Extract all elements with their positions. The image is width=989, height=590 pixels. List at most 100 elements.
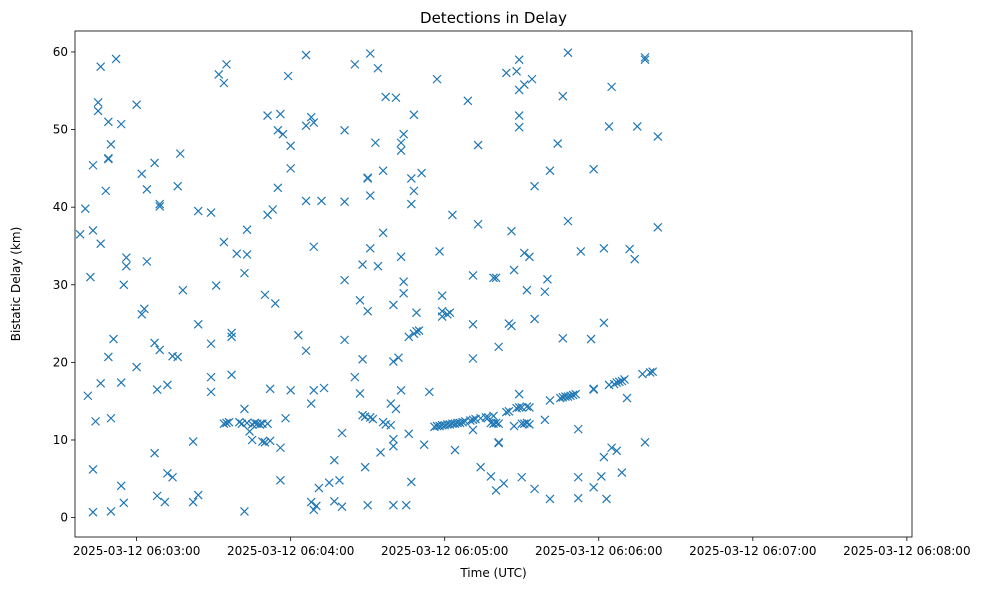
data-point: [540, 287, 550, 297]
data-point: [391, 93, 401, 103]
data-point: [589, 164, 599, 174]
data-point: [286, 141, 296, 151]
data-point: [468, 415, 478, 425]
data-point: [263, 419, 272, 429]
data-point: [489, 273, 498, 283]
data-point: [358, 354, 367, 364]
data-point: [103, 154, 113, 164]
data-point: [93, 106, 103, 116]
data-point: [91, 416, 100, 426]
data-point: [227, 328, 237, 338]
data-point: [116, 119, 126, 129]
data-point: [309, 118, 319, 128]
data-point: [473, 219, 483, 229]
y-tick-label: 20: [53, 355, 68, 369]
data-point: [358, 410, 367, 420]
data-point: [80, 204, 90, 214]
data-point: [178, 285, 188, 295]
data-point: [530, 314, 540, 324]
data-point: [270, 298, 280, 308]
x-axis-label: Time (UTC): [459, 566, 526, 580]
data-point: [324, 478, 334, 488]
y-tick-label: 0: [60, 511, 68, 525]
data-point: [404, 332, 414, 342]
data-point: [468, 271, 478, 280]
data-point: [437, 312, 447, 322]
x-tick-label: 2025-03-12 06:08:00: [843, 544, 970, 558]
data-point: [509, 421, 519, 431]
data-point: [317, 196, 326, 206]
data-point: [116, 481, 126, 491]
data-point: [396, 252, 406, 262]
data-point: [404, 429, 414, 439]
data-point: [265, 384, 275, 394]
data-point: [365, 191, 375, 200]
data-point: [293, 330, 303, 340]
data-point: [142, 257, 152, 266]
data-point: [255, 420, 265, 429]
data-point: [394, 353, 403, 363]
data-point: [335, 475, 344, 485]
data-point: [545, 494, 555, 504]
data-point: [617, 468, 627, 478]
data-point: [558, 91, 568, 101]
data-point: [309, 242, 319, 252]
data-point: [522, 402, 532, 412]
data-point: [645, 368, 655, 377]
data-point: [519, 248, 529, 258]
data-point: [612, 378, 622, 387]
data-point: [275, 475, 285, 485]
data-point: [458, 417, 468, 427]
x-tick-label: 2025-03-12 06:04:00: [227, 544, 354, 558]
data-point: [193, 490, 203, 500]
data-point: [494, 419, 504, 429]
data-point: [406, 199, 416, 209]
data-point: [401, 500, 411, 510]
data-point: [155, 345, 165, 355]
data-point: [373, 261, 383, 271]
data-point: [132, 100, 142, 110]
data-point: [88, 465, 98, 474]
data-point: [340, 335, 350, 345]
data-point: [206, 208, 216, 218]
data-point: [527, 74, 537, 84]
plot-area: [75, 48, 663, 517]
data-point: [96, 62, 106, 72]
data-point: [501, 407, 511, 417]
data-point: [219, 419, 229, 429]
data-point: [545, 395, 555, 405]
data-point: [381, 92, 391, 102]
data-point: [258, 437, 267, 446]
data-point: [188, 437, 198, 446]
data-point: [640, 437, 650, 447]
data-point: [132, 362, 142, 372]
data-point: [573, 472, 583, 482]
data-point: [388, 300, 398, 310]
data-point: [435, 246, 445, 256]
data-point: [250, 418, 260, 428]
data-point: [286, 385, 296, 395]
data-point: [365, 413, 375, 422]
data-point: [501, 68, 511, 78]
data-point: [599, 243, 609, 253]
data-point: [93, 97, 103, 107]
data-point: [568, 390, 578, 400]
data-point: [340, 275, 350, 285]
data-point: [463, 96, 473, 106]
data-point: [455, 418, 465, 428]
data-point: [573, 493, 583, 503]
data-point: [612, 446, 622, 456]
data-point: [275, 109, 285, 119]
data-point: [337, 428, 347, 438]
data-point: [242, 418, 252, 428]
data-point: [234, 417, 244, 427]
data-point: [437, 291, 447, 301]
data-point: [350, 59, 360, 69]
data-point: [514, 122, 524, 132]
data-point: [450, 445, 460, 455]
data-point: [240, 404, 249, 414]
data-point: [219, 78, 229, 88]
data-point: [399, 277, 409, 287]
data-point: [522, 418, 532, 428]
data-point: [553, 139, 563, 148]
